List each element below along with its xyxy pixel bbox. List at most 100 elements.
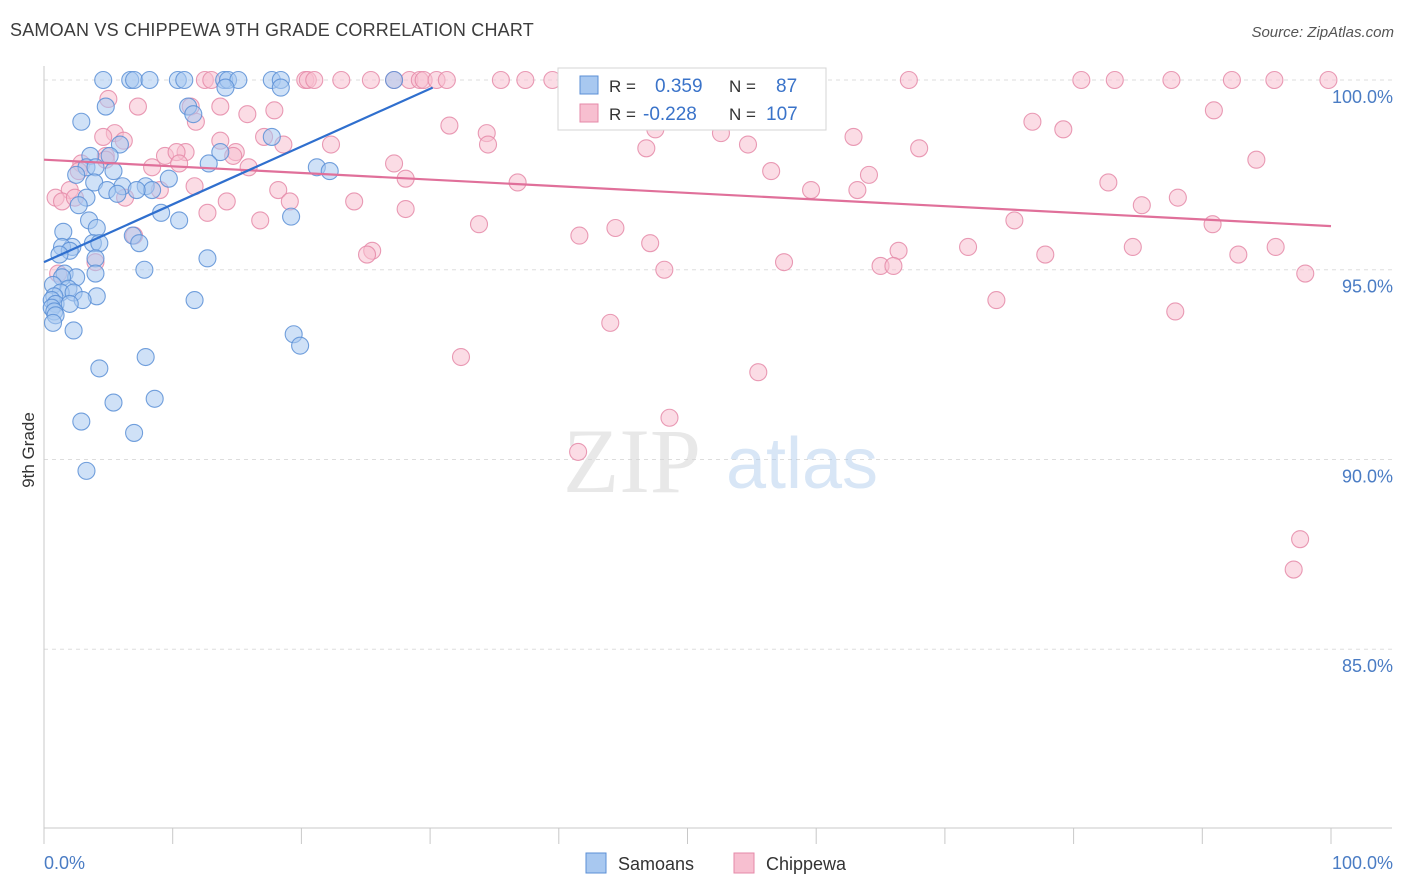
- samoans-point: [104, 162, 123, 181]
- samoans-point: [130, 234, 149, 253]
- samoans-point: [60, 294, 79, 313]
- samoans-point: [90, 359, 109, 378]
- samoans-trend-line: [43, 86, 434, 264]
- chippewa-point: [1132, 196, 1151, 215]
- chippewa-point: [884, 256, 903, 275]
- tick-labels: 100.0% 95.0% 90.0% 85.0% 0.0% 100.0%: [44, 87, 1393, 873]
- chippewa-point: [844, 127, 863, 146]
- chippewa-point: [1168, 188, 1187, 207]
- samoans-point: [54, 222, 73, 241]
- chart-title: SAMOAN VS CHIPPEWA 9TH GRADE CORRELATION…: [10, 20, 534, 40]
- samoans-point: [170, 211, 189, 230]
- chippewa-point: [437, 70, 456, 90]
- chippewa-point: [143, 158, 162, 177]
- chippewa-point: [451, 347, 471, 367]
- samoans-point: [320, 162, 339, 181]
- chippewa-trend-line: [43, 158, 1332, 228]
- samoans-point: [94, 70, 113, 90]
- chippewa-point: [1229, 245, 1248, 264]
- samoans-point: [96, 97, 115, 116]
- legend-swatch-samoans: [585, 852, 607, 874]
- samoans-point: [145, 389, 164, 408]
- chippewa-point: [1023, 112, 1042, 131]
- chippewa-point: [1204, 101, 1223, 120]
- samoans-n-label: N =: [729, 77, 756, 96]
- chippewa-point: [1123, 237, 1142, 257]
- chippewa-point: [910, 139, 929, 158]
- chippewa-point: [1072, 70, 1091, 90]
- chippewa-point: [1319, 70, 1338, 90]
- samoans-point: [271, 78, 290, 97]
- series-legend: Samoans Chippewa: [585, 852, 847, 874]
- samoans-point: [262, 127, 281, 146]
- chippewa-point: [269, 181, 288, 200]
- samoans-point: [43, 313, 63, 332]
- samoans-point: [86, 249, 105, 268]
- chippewa-point: [385, 154, 404, 173]
- samoans-point: [108, 184, 127, 203]
- chippewa-point: [321, 135, 341, 154]
- chippewa-point: [1036, 245, 1055, 264]
- chippewa-point: [762, 162, 781, 181]
- chippewa-point: [238, 105, 257, 124]
- chippewa-point: [1265, 70, 1284, 90]
- chippewa-point: [280, 192, 299, 211]
- x-tick-label: 100.0%: [1332, 853, 1393, 873]
- chippewa-point: [516, 70, 535, 90]
- samoans-point: [136, 347, 155, 367]
- source-label: Source: ZipAtlas.com: [1251, 24, 1394, 41]
- samoans-point: [282, 207, 301, 226]
- samoans-point: [175, 70, 194, 90]
- y-tick-label: 95.0%: [1342, 277, 1393, 297]
- chippewa-point: [128, 97, 148, 116]
- samoans-point: [291, 336, 310, 355]
- samoans-point: [64, 321, 83, 340]
- samoans-point: [86, 264, 105, 283]
- chippewa-point: [265, 101, 284, 120]
- chippewa-point: [1203, 215, 1222, 234]
- samoans-r-label: R =: [609, 77, 636, 96]
- samoans-point: [125, 70, 144, 90]
- samoans-point: [110, 135, 129, 154]
- chippewa-point: [361, 70, 380, 90]
- chippewa-point: [1162, 70, 1181, 90]
- legend-label-samoans: Samoans: [618, 854, 694, 874]
- chippewa-point: [396, 199, 415, 219]
- chippewa-point: [660, 408, 679, 427]
- axes: [43, 66, 1392, 844]
- watermark-atlas: atlas: [726, 424, 878, 504]
- chippewa-r-label: R =: [609, 105, 636, 124]
- chippewa-swatch: [579, 103, 599, 123]
- chippewa-point: [170, 154, 189, 173]
- samoans-point: [125, 423, 144, 442]
- samoans-r-value: 0.359: [655, 76, 703, 97]
- samoans-n-value: 87: [776, 76, 797, 97]
- chippewa-point: [440, 116, 459, 135]
- samoans-point: [104, 393, 123, 412]
- chippewa-point: [899, 70, 918, 90]
- samoans-point: [184, 105, 203, 124]
- chippewa-point: [332, 70, 351, 90]
- chippewa-point: [217, 192, 236, 211]
- chippewa-point: [738, 135, 758, 154]
- trend-lines: [43, 86, 1332, 264]
- chippewa-point: [198, 203, 217, 222]
- x-tick-label: 0.0%: [44, 853, 85, 873]
- chippewa-point: [94, 127, 113, 146]
- chippewa-point: [357, 245, 377, 264]
- chippewa-point: [1284, 560, 1303, 579]
- samoans-point: [69, 196, 88, 215]
- chippewa-point: [1266, 237, 1285, 257]
- samoans-point: [135, 260, 154, 279]
- chippewa-point: [987, 291, 1006, 310]
- chippewa-point: [345, 192, 364, 211]
- samoans-point: [140, 70, 159, 90]
- chippewa-point: [251, 211, 270, 230]
- samoans-point: [385, 70, 404, 90]
- chippewa-point: [570, 226, 589, 245]
- chippewa-point: [601, 313, 620, 332]
- chippewa-point: [749, 363, 768, 382]
- chippewa-point: [1222, 70, 1241, 90]
- chippewa-point: [655, 260, 674, 279]
